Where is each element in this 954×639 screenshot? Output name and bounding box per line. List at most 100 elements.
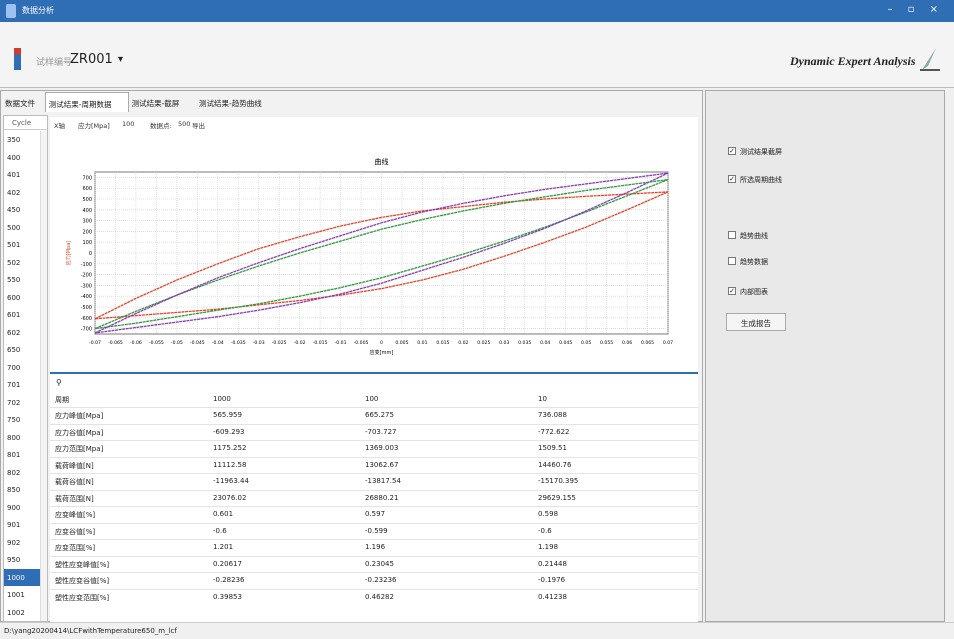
tab[interactable]: 数据文件 [5,99,35,108]
toolbar-item[interactable]: 数据点: [150,122,172,130]
cycle-item[interactable]: 701 [7,381,21,389]
row-line [50,572,698,573]
cycle-item[interactable]: 602 [7,328,21,337]
x-tick-label: 0.065 [641,340,654,346]
row-line [50,440,698,441]
x-tick-label: -0.02 [294,340,306,346]
table-cell: -772.622 [538,427,570,436]
row-line [50,506,698,507]
x-tick-label: -0.045 [190,340,205,346]
table-cell: 塑性应变范围[%] [55,593,110,602]
tab[interactable]: 测试结果-趋势曲线 [199,99,262,108]
x-tick-label: 0.03 [499,340,509,346]
table-cell: -0.599 [365,526,388,535]
dropdown-arrow[interactable]: ▾ [118,54,124,65]
row-line [50,456,698,458]
cycle-item[interactable]: 401 [7,171,21,179]
toolbar-item[interactable]: X轴 [54,122,65,130]
cycle-item[interactable]: 802 [7,468,21,477]
y-tick-label: 400 [82,208,92,214]
header-bg [50,390,210,407]
cycle-item[interactable]: 801 [7,451,21,459]
x-tick-label: -0.035 [231,340,246,346]
table-cell: 0.21448 [538,559,567,568]
table-cell: 26880.21 [365,493,399,502]
title-bar: 数据分析 – ▫ × [0,0,954,22]
table-cell: 565.959 [213,411,242,419]
cycle-item[interactable]: 600 [7,293,21,302]
table-cell: -0.23236 [365,576,397,584]
checkbox[interactable] [728,257,736,265]
tab[interactable]: 测试结果-周期数据 [44,92,129,112]
cycle-item[interactable]: 902 [7,538,21,547]
table-cell: 1.201 [213,543,234,551]
series-line [94,178,669,330]
divider [50,372,698,374]
cycle-item[interactable]: 900 [7,503,21,512]
table-cell: -0.28236 [213,576,245,584]
table-cell: 应力范围[Mpa] [55,445,104,453]
cycle-item[interactable]: 402 [7,188,21,197]
row-line [50,473,698,474]
table-cell: 1175.252 [213,444,247,452]
table-header-cell: 10 [538,394,547,403]
cycle-item[interactable]: 601 [7,311,21,319]
table-cell: 29629.155 [538,493,576,502]
table-corner: ⚲ [56,378,62,387]
status-path: D:\yang20200414\LCFwithTemperature650_m_… [4,627,177,635]
window-controls[interactable]: – ▫ × [887,4,944,15]
checkbox-label[interactable]: 趋势数据 [740,258,768,266]
cycle-item[interactable]: 702 [7,398,21,407]
checkbox[interactable]: ✓ [728,147,736,155]
table-cell: 1.196 [365,543,386,551]
checkbox[interactable]: ✓ [728,175,736,183]
toolbar-item[interactable]: 导出 [192,122,205,130]
scrollbar[interactable] [40,131,47,621]
cycle-item[interactable]: 350 [7,136,21,144]
cycle-item[interactable]: 550 [7,276,21,284]
cycle-item[interactable]: 700 [7,363,21,372]
cycle-item[interactable]: 450 [7,206,21,214]
checkbox-label[interactable]: 内部图表 [740,288,768,296]
x-tick-label: -0.06 [130,340,142,346]
cycle-list: Cycle 350 400 401 402 450 500 501 502 550 600 601 60… [3,115,48,622]
table-cell: -609.293 [213,427,245,436]
y-tick-label: 300 [82,219,92,225]
table-cell: 载荷峰值[N] [55,461,94,470]
x-tick-label: 0.05 [581,340,591,346]
checkbox[interactable] [728,231,736,239]
table-cell: 载荷谷值[N] [55,478,94,486]
x-tick-label: 0 [380,340,383,346]
table-cell: 0.39853 [213,592,242,601]
x-tick-label: 0.02 [458,340,468,346]
cycle-item[interactable]: 850 [7,486,21,494]
toolbar-item[interactable]: 应力[Mpa] [78,122,110,130]
tab[interactable]: 测试结果-截屏 [131,99,180,108]
cycle-item[interactable]: 502 [7,258,21,267]
cycle-header: Cycle [4,116,47,130]
y-tick-label: -400 [81,294,92,300]
checkbox-label[interactable]: 趋势曲线 [740,232,768,240]
report-button[interactable]: 生成报告 [726,313,786,331]
cycle-item[interactable]: 1000 [4,568,40,586]
toolbar-item[interactable]: 500 [178,120,191,128]
cycle-item[interactable]: 1001 [7,591,25,599]
cycle-item[interactable]: 400 [7,153,21,162]
checkbox-label[interactable]: 测试结果截屏 [740,148,782,156]
cycle-item[interactable]: 901 [7,521,21,529]
sample-id[interactable]: ZR001 [70,52,113,67]
x-tick-label: 0.035 [518,340,531,346]
cycle-item[interactable]: 650 [7,346,21,354]
table-cell: 1369.003 [365,444,399,452]
cycle-item[interactable]: 950 [7,556,21,564]
checkbox[interactable]: ✓ [728,287,736,295]
cycle-item[interactable]: 750 [7,416,21,424]
cycle-item[interactable]: 500 [7,223,21,232]
checkbox-label[interactable]: 所选周期曲线 [740,176,782,184]
toolbar-item[interactable]: 100 [122,120,135,128]
cycle-item[interactable]: 800 [7,433,21,442]
table-cell: 0.41238 [538,592,567,601]
table-cell: 0.20617 [213,559,242,568]
cycle-item[interactable]: 501 [7,241,21,249]
cycle-item[interactable]: 1002 [7,608,25,617]
